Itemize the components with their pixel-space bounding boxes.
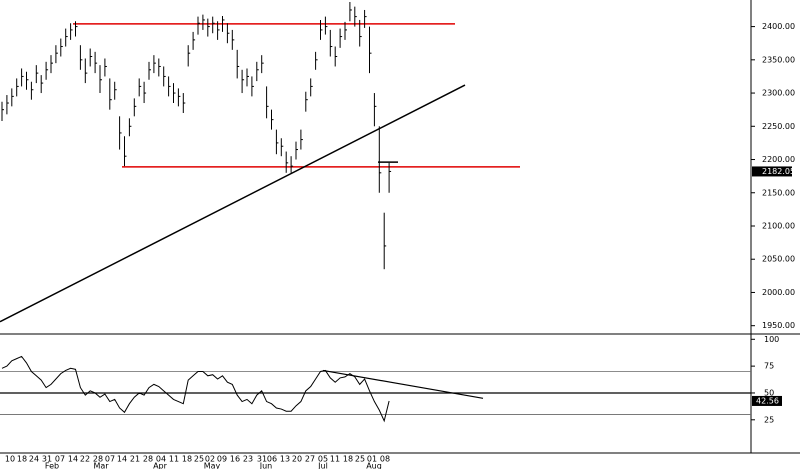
indicator-line bbox=[1, 355, 390, 423]
x-tick-label: 31 bbox=[42, 455, 52, 464]
x-tick-label: 04 bbox=[156, 455, 166, 464]
x-tick-label: 01 bbox=[367, 455, 377, 464]
x-tick-label: 31 bbox=[257, 455, 267, 464]
x-tick-label: 08 bbox=[380, 455, 390, 464]
x-tick-label: 06 bbox=[267, 455, 277, 464]
y-tick-label: 2300.00 bbox=[762, 89, 795, 98]
x-tick-label: 13 bbox=[280, 455, 290, 464]
x-tick-label: 18 bbox=[182, 455, 192, 464]
x-tick-label: 05 bbox=[318, 455, 328, 464]
last-indicator-label: 42.56 bbox=[756, 396, 779, 405]
x-tick-label: 18 bbox=[17, 455, 27, 464]
x-tick-label: 21 bbox=[130, 455, 140, 464]
x-tick-label: 20 bbox=[292, 455, 302, 464]
x-tick-label: 14 bbox=[117, 455, 127, 464]
last-price-box bbox=[752, 166, 792, 177]
x-month-label: Apr bbox=[153, 462, 168, 469]
y-tick-label: 2150.00 bbox=[762, 188, 795, 197]
x-tick-label: 28 bbox=[93, 455, 103, 464]
x-month-label: Feb bbox=[45, 462, 59, 469]
x-tick-label: 23 bbox=[243, 455, 253, 464]
y-tick-label: 2100.00 bbox=[762, 221, 795, 230]
trend-line bbox=[0, 84, 466, 323]
x-tick-label: 27 bbox=[305, 455, 315, 464]
x-tick-label: 22 bbox=[80, 455, 90, 464]
y-tick-label: 2050.00 bbox=[762, 255, 795, 264]
x-tick-label: 16 bbox=[230, 455, 240, 464]
x-tick-label: 10 bbox=[5, 455, 15, 464]
x-month-label: May bbox=[204, 462, 221, 469]
x-tick-label: 25 bbox=[194, 455, 204, 464]
y-tick-label: 2200.00 bbox=[762, 155, 795, 164]
x-month-label: Mar bbox=[93, 462, 109, 469]
x-tick-label: 02 bbox=[205, 455, 215, 464]
x-tick-label: 25 bbox=[355, 455, 365, 464]
indicator-trend bbox=[322, 369, 484, 399]
y-tick-label: 2400.00 bbox=[762, 22, 795, 31]
last-price-label: 2182.05 bbox=[762, 167, 795, 176]
y-tick-label: 2250.00 bbox=[762, 122, 795, 131]
y-tick-label: 2000.00 bbox=[762, 288, 795, 297]
x-month-label: Jul bbox=[317, 462, 328, 469]
y-tick-label: 25 bbox=[764, 415, 774, 424]
y-tick-label: 1950.00 bbox=[762, 321, 795, 330]
y-tick-label: 50 bbox=[764, 388, 774, 397]
y-tick-label: 2350.00 bbox=[762, 55, 795, 64]
y-tick-label: 75 bbox=[764, 362, 774, 371]
x-tick-label: 18 bbox=[343, 455, 353, 464]
x-tick-label: 11 bbox=[330, 455, 340, 464]
x-tick-label: 11 bbox=[169, 455, 179, 464]
x-tick-label: 07 bbox=[55, 455, 65, 464]
x-month-label: Jun bbox=[259, 462, 273, 469]
x-tick-label: 09 bbox=[217, 455, 227, 464]
x-month-label: Aug bbox=[366, 462, 382, 469]
last-indicator-box bbox=[752, 395, 782, 406]
x-tick-label: 14 bbox=[68, 455, 78, 464]
y-tick-label: 100 bbox=[764, 335, 779, 344]
x-tick-label: 07 bbox=[105, 455, 115, 464]
x-tick-label: 24 bbox=[29, 455, 39, 464]
x-tick-label: 28 bbox=[143, 455, 153, 464]
